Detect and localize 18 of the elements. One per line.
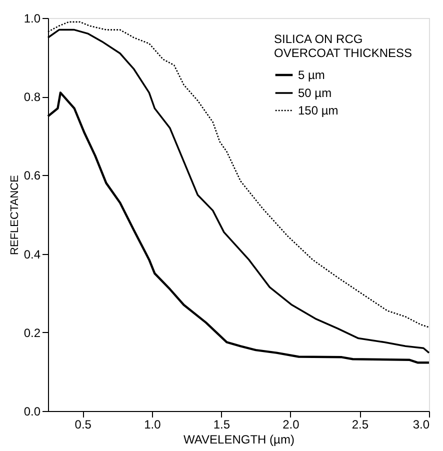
legend-label: 5 µm xyxy=(298,68,325,82)
y-tick-label: 0.0 xyxy=(24,404,41,418)
x-tick-label: 1.0 xyxy=(144,418,162,432)
y-tick-label: 1.0 xyxy=(24,12,41,26)
x-tick-label: 0.5 xyxy=(74,418,92,432)
x-tick-label: 2.5 xyxy=(352,418,369,432)
y-tick-label: 0.8 xyxy=(24,90,41,104)
x-tick-label: 1.5 xyxy=(213,418,230,432)
x-tick-label: 2.0 xyxy=(282,418,300,432)
y-tick-label: 0.2 xyxy=(24,326,41,340)
legend-label: 50 µm xyxy=(298,86,332,100)
y-tick-label: 0.6 xyxy=(24,168,41,183)
x-axis-title: WAVELENGTH (µm) xyxy=(184,432,294,446)
x-tick-label: 3.0 xyxy=(412,418,430,432)
y-axis-title: REFLECTANCE xyxy=(8,175,21,255)
y-tick-label: 0.4 xyxy=(24,247,41,262)
legend-title: SILICA ON RCG OVERCOAT THICKNESS xyxy=(274,32,412,60)
legend-label: 150 µm xyxy=(298,104,338,118)
